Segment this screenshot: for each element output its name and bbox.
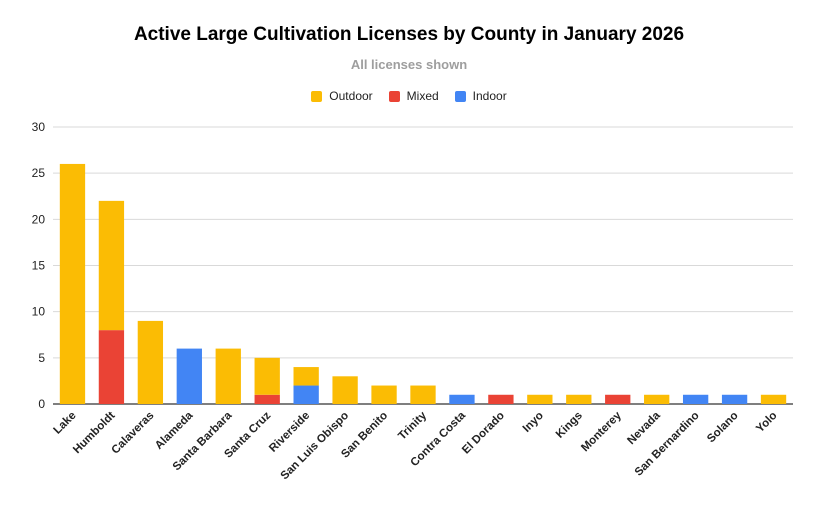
- y-tick-label: 10: [32, 305, 46, 319]
- x-tick-label: Inyo: [521, 410, 546, 435]
- bar-outdoor: [527, 394, 553, 404]
- bar-outdoor: [760, 394, 787, 404]
- bar-indoor: [682, 394, 709, 404]
- bar-mixed: [254, 394, 280, 404]
- y-tick-label: 5: [38, 351, 45, 365]
- bar-mixed: [488, 394, 514, 404]
- x-tick-label: El Dorado: [460, 410, 507, 457]
- x-tick-label: Kings: [554, 410, 585, 441]
- bar-outdoor: [215, 348, 241, 404]
- legend-item-mixed: Mixed: [388, 89, 439, 103]
- x-tick-label: Trinity: [396, 409, 429, 442]
- x-tick-label: Lake: [52, 410, 79, 437]
- bar-indoor: [176, 348, 202, 404]
- y-tick-label: 15: [32, 259, 46, 273]
- y-tick-label: 30: [32, 120, 46, 134]
- bar-outdoor: [293, 367, 319, 386]
- bar-indoor: [721, 394, 748, 404]
- y-tick-label: 0: [38, 397, 45, 411]
- bar-indoor: [293, 385, 319, 404]
- x-tick-label: Calaveras: [110, 410, 157, 457]
- x-tick-label: San Luis Obispo: [279, 410, 352, 483]
- x-tick-label: Yolo: [754, 410, 780, 436]
- bar-indoor: [449, 394, 475, 404]
- bar-outdoor: [410, 385, 436, 404]
- bar-outdoor: [371, 385, 397, 404]
- bar-outdoor: [332, 376, 358, 404]
- legend-label: Outdoor: [329, 89, 373, 103]
- x-tick-label: Nevada: [625, 409, 663, 447]
- bar-outdoor: [566, 394, 592, 404]
- bar-outdoor: [254, 357, 280, 395]
- legend-label: Indoor: [472, 89, 507, 103]
- bar-outdoor: [98, 200, 125, 331]
- bar-outdoor: [644, 394, 670, 404]
- bar-mixed: [605, 394, 631, 404]
- y-tick-label: 20: [32, 212, 46, 226]
- bar-mixed: [98, 330, 125, 404]
- legend-swatch: [388, 90, 400, 102]
- legend-item-indoor: Indoor: [454, 89, 507, 103]
- legend-item-outdoor: Outdoor: [311, 89, 373, 103]
- legend: Outdoor Mixed Indoor: [0, 89, 818, 103]
- legend-label: Mixed: [406, 89, 439, 103]
- chart-subtitle: All licenses shown: [350, 57, 468, 72]
- x-tick-label: Solano: [705, 410, 741, 446]
- bar-outdoor: [137, 320, 164, 404]
- legend-swatch: [454, 90, 466, 102]
- chart-title: Active Large Cultivation Licenses by Cou…: [133, 24, 685, 45]
- y-tick-label: 25: [32, 166, 46, 180]
- legend-swatch: [311, 90, 323, 102]
- bar-outdoor: [59, 163, 86, 404]
- x-tick-label: Monterey: [579, 409, 624, 454]
